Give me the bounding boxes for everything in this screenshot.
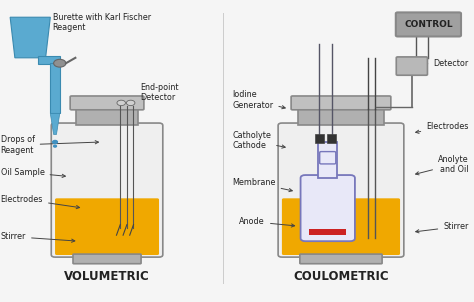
Text: Electrodes: Electrodes: [416, 122, 469, 133]
Text: VOLUMETRIC: VOLUMETRIC: [64, 270, 150, 283]
FancyBboxPatch shape: [299, 109, 383, 125]
Text: COULOMETRIC: COULOMETRIC: [293, 270, 389, 283]
Text: Catholyte
Cathode: Catholyte Cathode: [232, 131, 285, 150]
Circle shape: [127, 100, 135, 106]
Polygon shape: [10, 17, 50, 58]
FancyBboxPatch shape: [278, 123, 404, 257]
Text: Detector: Detector: [416, 59, 469, 68]
Circle shape: [117, 100, 126, 106]
FancyBboxPatch shape: [319, 152, 336, 164]
FancyBboxPatch shape: [300, 254, 382, 264]
Text: Stirrer: Stirrer: [0, 232, 75, 242]
FancyBboxPatch shape: [76, 109, 138, 125]
Text: Burette with Karl Fischer
Reagent: Burette with Karl Fischer Reagent: [53, 13, 151, 32]
FancyBboxPatch shape: [37, 56, 60, 64]
Text: CONTROL: CONTROL: [404, 20, 453, 29]
FancyBboxPatch shape: [50, 63, 60, 114]
Text: Iodine
Generator: Iodine Generator: [232, 90, 285, 110]
FancyBboxPatch shape: [396, 57, 428, 75]
Text: Anolyte
and Oil: Anolyte and Oil: [416, 155, 469, 175]
Circle shape: [54, 59, 66, 67]
FancyBboxPatch shape: [70, 96, 144, 110]
FancyBboxPatch shape: [55, 198, 159, 255]
FancyBboxPatch shape: [51, 123, 163, 257]
Circle shape: [54, 145, 56, 147]
FancyBboxPatch shape: [315, 134, 324, 143]
FancyBboxPatch shape: [327, 134, 336, 143]
Text: Membrane: Membrane: [232, 178, 292, 192]
FancyBboxPatch shape: [282, 198, 400, 255]
Text: Electrodes: Electrodes: [0, 194, 80, 209]
FancyBboxPatch shape: [309, 229, 346, 235]
FancyBboxPatch shape: [73, 254, 141, 264]
FancyBboxPatch shape: [318, 142, 337, 178]
FancyBboxPatch shape: [301, 175, 355, 241]
FancyBboxPatch shape: [396, 12, 461, 37]
Text: Drops of
Reagent: Drops of Reagent: [0, 135, 99, 155]
Circle shape: [53, 140, 57, 143]
Text: Stirrer: Stirrer: [416, 222, 469, 233]
Polygon shape: [50, 114, 60, 134]
Text: End-point
Detector: End-point Detector: [140, 83, 179, 102]
Text: Anode: Anode: [239, 217, 295, 227]
FancyBboxPatch shape: [291, 96, 391, 110]
Text: Oil Sample: Oil Sample: [0, 168, 65, 178]
